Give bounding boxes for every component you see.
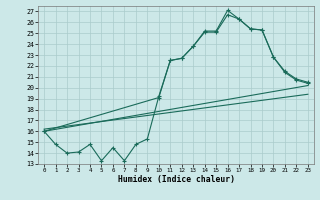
X-axis label: Humidex (Indice chaleur): Humidex (Indice chaleur) (117, 175, 235, 184)
